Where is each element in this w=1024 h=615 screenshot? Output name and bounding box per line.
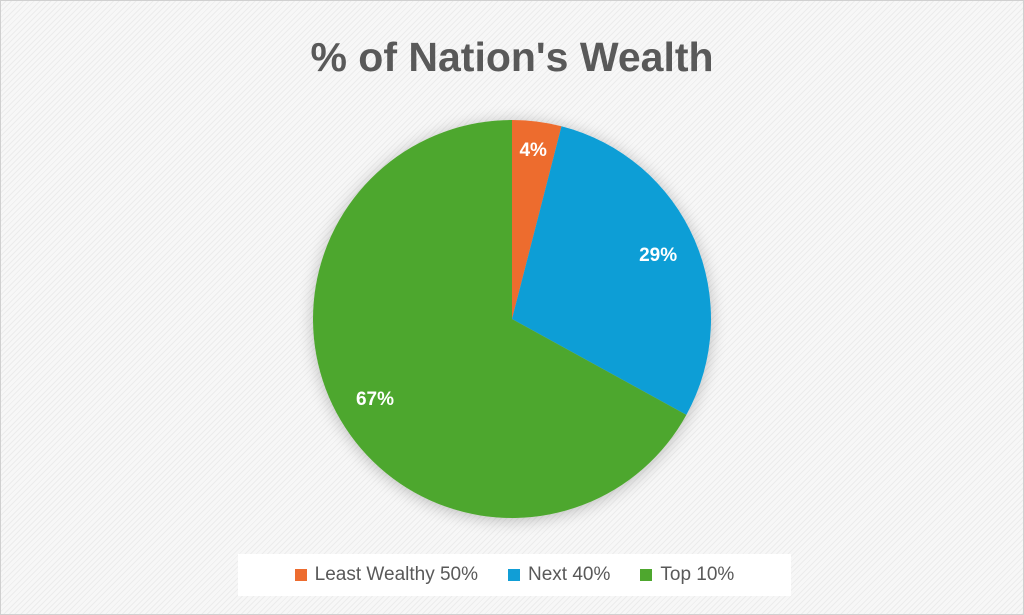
legend-swatch [640,569,653,581]
pie-slice [512,120,562,319]
legend-item: Next 40% [508,564,610,586]
legend: Least Wealthy 50% Next 40% Top 10% [238,554,791,596]
data-labels: 4% 29% 67% [356,140,677,410]
legend-label: Top 10% [660,564,735,585]
legend-label: Least Wealthy 50% [314,564,479,585]
data-label: 67% [356,389,394,410]
legend-label: Next 40% [528,564,611,585]
legend-item: Top 10% [640,564,734,586]
pie-slice [512,126,712,415]
data-label: 4% [519,140,547,161]
pie [313,119,712,518]
legend-item: Least Wealthy 50% [294,564,479,586]
legend-swatch [294,569,307,581]
legend-swatch [508,569,521,581]
pie-slice [313,119,687,518]
chart-title: % of Nation's Wealth [310,34,713,80]
data-label: 29% [639,245,677,266]
